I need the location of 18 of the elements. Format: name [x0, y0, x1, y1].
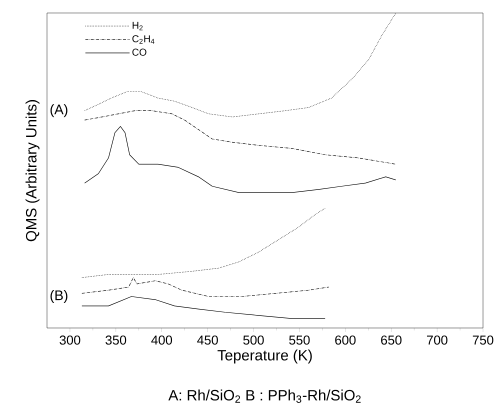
x-tick-label: 700 [426, 336, 448, 345]
x-tick-label: 450 [197, 336, 218, 345]
x-tick-label: 500 [243, 336, 264, 345]
x-tick-label: 550 [289, 336, 310, 345]
x-tick-label: 400 [151, 336, 172, 345]
legend-label: CO [132, 48, 146, 56]
legend-label: C$_{2}$H$_{4}$ [132, 35, 154, 44]
x-tick-label: 350 [106, 336, 126, 345]
text: A: Rh/SiO$_{2}$ B : PPh$_{3}$-Rh/SiO$_{2}$ [168, 390, 361, 403]
annotation: (A) [50, 104, 68, 118]
x-tick-label: 650 [381, 336, 402, 345]
legend-label: H$_{2}$ [132, 22, 143, 30]
x-tick-label: 750 [472, 336, 494, 345]
annotation: (B) [50, 290, 68, 303]
x-tick-label: 600 [335, 336, 356, 345]
x-axis-title: Teperature (K) [218, 350, 312, 364]
x-tick-label: 300 [60, 336, 80, 345]
y-axis-title: QMS (Arbitrary Units) [26, 100, 40, 242]
